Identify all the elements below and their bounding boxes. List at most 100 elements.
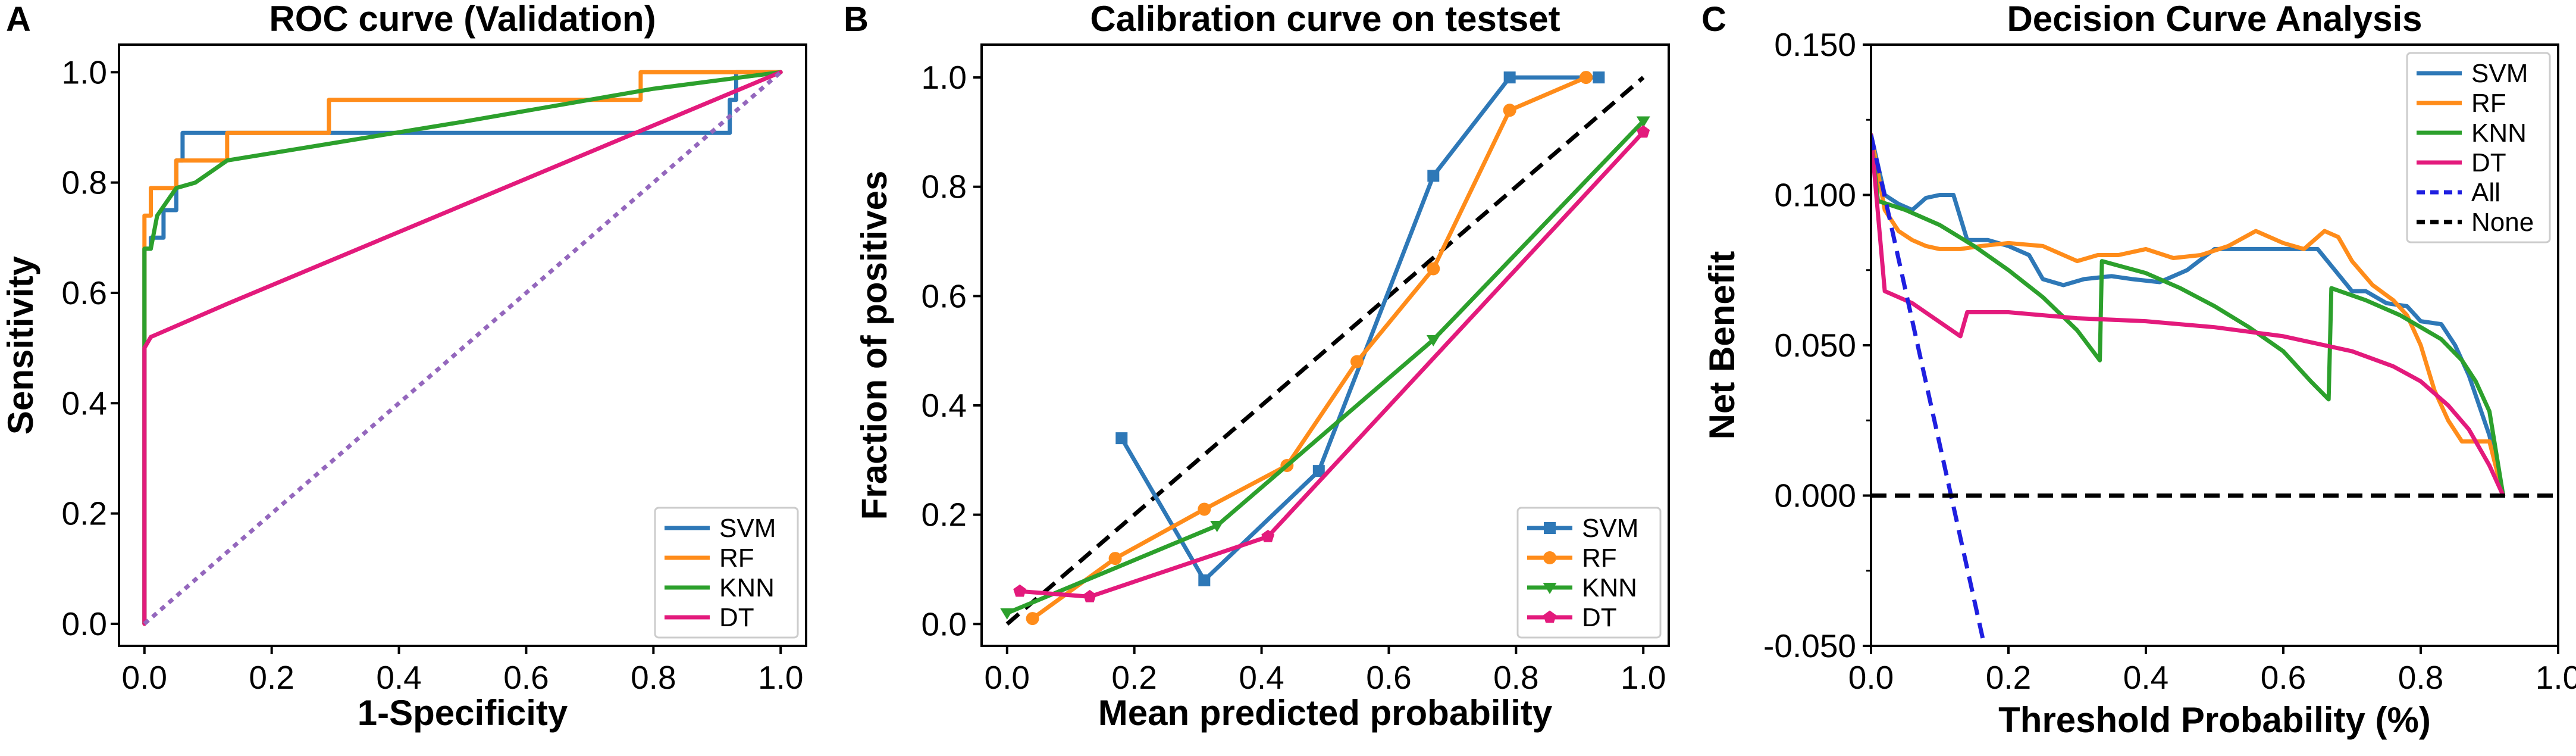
legend-label-dt: DT	[1582, 603, 1617, 632]
legend-label-dt: DT	[719, 603, 754, 632]
series-line-dt	[1871, 133, 2506, 498]
x-tick-label: 0.8	[1493, 659, 1538, 696]
y-tick-label: 0.0	[62, 605, 107, 642]
x-tick-label: 0.4	[376, 659, 421, 696]
series-line-knn	[1871, 133, 2506, 498]
data-point-rf	[1108, 552, 1122, 566]
legend-marker-svm	[1544, 522, 1556, 534]
series-group	[1000, 71, 1650, 626]
y-tick-label: 0.8	[62, 164, 107, 201]
data-point-dt	[1261, 529, 1275, 542]
y-tick-label: 0.100	[1774, 177, 1856, 214]
chart-title: Decision Curve Analysis	[2007, 0, 2422, 39]
legend-label-dt: DT	[2471, 148, 2506, 177]
y-tick-label: 0.4	[922, 387, 967, 424]
series-line-rf	[1871, 133, 2506, 498]
legend-label-knn: KNN	[1582, 573, 1637, 602]
legend-label-all: All	[2471, 178, 2500, 207]
legend-marker-rf	[1543, 551, 1556, 564]
y-tick-label: 0.150	[1774, 26, 1856, 63]
y-axis-label: Sensitivity	[1, 255, 40, 435]
legend-marker-dt	[1543, 610, 1556, 623]
x-tick-label: 1.0	[2536, 659, 2576, 696]
legend-label-none: None	[2471, 208, 2534, 237]
x-tick-label: 0.2	[249, 659, 294, 696]
legend-label-svm: SVM	[719, 514, 776, 543]
y-tick-label: 0.8	[922, 168, 967, 205]
x-axis-label: Mean predicted probability	[1098, 693, 1553, 733]
x-tick-label: 0.4	[1239, 659, 1284, 696]
axes-frame	[118, 43, 807, 647]
series-line-all	[1871, 134, 1987, 646]
data-point-knn	[1210, 521, 1224, 532]
x-tick-label: 0.0	[985, 659, 1030, 696]
x-tick-label: 0.0	[1848, 659, 1894, 696]
series-line-svm	[1871, 133, 2506, 498]
x-tick-label: 1.0	[1621, 659, 1666, 696]
x-tick-label: 0.2	[1986, 659, 2031, 696]
data-point-rf	[1026, 612, 1039, 626]
data-point-rf	[1427, 262, 1440, 276]
panel-c: C Decision Curve Analysis 0.0 0.2 0.4 0.6 0.8 1…	[1701, 0, 2576, 740]
series-line-svm	[1119, 75, 1601, 583]
data-point-rf	[1503, 104, 1516, 117]
legend-marker-knn	[1543, 583, 1557, 594]
data-point-svm	[1198, 574, 1211, 586]
x-tick-label: 0.4	[2123, 659, 2168, 696]
panel-a: A ROC curve (Validation) 0.0 0.2 0.4 0.6 0.8 1.…	[1, 0, 807, 733]
y-tick-label: 0.2	[62, 495, 107, 532]
x-tick-label: 0.2	[1111, 659, 1157, 696]
data-point-dt	[1637, 125, 1650, 138]
legend-label-rf: RF	[719, 543, 754, 573]
data-point-knn	[1000, 608, 1014, 620]
chart-title: Calibration curve on testset	[1090, 0, 1560, 39]
data-point-svm	[1312, 465, 1325, 477]
data-point-svm	[1593, 71, 1605, 84]
data-point-dt	[1013, 584, 1027, 597]
series-line-knn	[142, 70, 783, 626]
y-tick-label: 0.050	[1774, 327, 1856, 364]
series-line-dt	[1017, 130, 1646, 599]
legend-box	[2406, 52, 2551, 243]
panel-b: B Calibration curve on testset 0.0 0.2 0.4 0.…	[844, 0, 1670, 733]
y-tick-label: -0.050	[1763, 627, 1856, 664]
series-line-dt	[142, 70, 783, 626]
legend-label-rf: RF	[2471, 89, 2506, 118]
chart-title: ROC curve (Validation)	[269, 0, 656, 39]
data-point-dt	[1083, 589, 1096, 602]
y-tick-label: 1.0	[62, 54, 107, 90]
series-group	[1871, 133, 2558, 646]
data-point-knn	[1426, 335, 1440, 346]
x-axis-label: Threshold Probability (%)	[1998, 700, 2431, 740]
series-line-knn	[1005, 119, 1646, 616]
x-tick-label: 1.0	[758, 659, 803, 696]
series-group	[142, 70, 783, 626]
legend-label-svm: SVM	[2471, 59, 2528, 88]
series-line-perfectly-calibrated	[1005, 76, 1645, 626]
x-axis-label: 1-Specificity	[358, 693, 568, 733]
series-line-chance	[143, 70, 782, 626]
legend-box	[1516, 507, 1662, 639]
y-tick-label: 0.2	[922, 496, 967, 533]
y-tick-label: 0.6	[62, 274, 107, 311]
x-tick-label: 0.6	[2261, 659, 2306, 696]
y-tick-label: 0.6	[922, 277, 967, 314]
y-axis-label: Net Benefit	[1702, 251, 1742, 440]
axes-frame	[980, 43, 1670, 647]
panel-letter: B	[844, 0, 869, 39]
x-tick-label: 0.0	[122, 659, 167, 696]
x-tick-label: 0.8	[2398, 659, 2443, 696]
data-point-rf	[1579, 71, 1593, 85]
y-tick-label: 0.0	[922, 605, 967, 642]
y-axis-label: Fraction of positives	[854, 171, 894, 520]
x-tick-label: 0.6	[1366, 659, 1411, 696]
data-point-rf	[1350, 355, 1364, 368]
x-tick-label: 0.8	[631, 659, 676, 696]
data-point-svm	[1503, 71, 1516, 84]
y-tick-label: 0.000	[1774, 477, 1856, 514]
